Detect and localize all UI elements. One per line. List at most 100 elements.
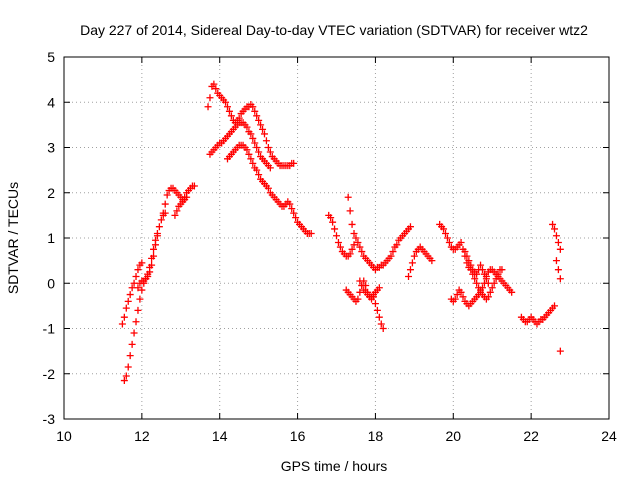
data-point <box>348 245 356 253</box>
data-point <box>128 284 136 292</box>
data-point <box>159 209 167 217</box>
chart-title: Day 227 of 2014, Sidereal Day-to-day VTE… <box>80 22 588 38</box>
data-point <box>190 182 198 190</box>
data-point <box>259 125 267 133</box>
data-point <box>212 85 220 93</box>
data-point <box>243 123 251 131</box>
data-point <box>494 270 502 278</box>
data-point <box>556 245 564 253</box>
series-arc-2 <box>118 259 146 328</box>
x-tick-label: 20 <box>445 428 461 444</box>
data-point <box>488 284 496 292</box>
data-point <box>264 184 272 192</box>
data-point <box>442 229 449 237</box>
series-arc-6 <box>204 80 298 170</box>
data-point <box>118 320 126 328</box>
x-tick-label: 16 <box>290 428 306 444</box>
data-point <box>379 325 387 332</box>
data-point <box>124 297 132 305</box>
data-point <box>286 200 294 208</box>
series-arc-10 <box>344 193 414 274</box>
data-point <box>457 239 465 247</box>
data-point <box>204 103 212 111</box>
data-point <box>352 234 360 242</box>
data-point <box>463 252 471 260</box>
data-point <box>358 282 366 290</box>
data-point <box>375 313 383 321</box>
data-point <box>243 146 251 154</box>
data-point <box>290 159 298 167</box>
data-point <box>406 223 414 231</box>
x-tick-label: 14 <box>212 428 228 444</box>
x-tick-label: 22 <box>523 428 539 444</box>
data-point <box>490 279 498 287</box>
y-tick-labels: -3 -2 -1 0 1 2 3 4 5 <box>43 49 56 427</box>
data-point <box>249 103 257 111</box>
series-arc-18 <box>549 220 564 253</box>
data-point <box>443 234 451 242</box>
data-point <box>371 300 379 308</box>
data-point <box>552 257 560 265</box>
data-point <box>128 340 136 348</box>
data-point <box>354 295 362 303</box>
data-point <box>554 266 562 274</box>
data-point <box>262 137 270 145</box>
data-point <box>255 116 263 124</box>
data-point <box>148 254 156 262</box>
data-point <box>142 275 150 283</box>
data-point <box>556 275 564 283</box>
data-point <box>122 304 130 312</box>
series-arc-7 <box>206 119 274 172</box>
data-point <box>551 302 558 310</box>
data-point <box>249 134 257 142</box>
data-point <box>387 252 395 260</box>
series-arc-3 <box>134 229 161 292</box>
data-point <box>346 250 354 258</box>
data-point <box>222 98 230 106</box>
data-point <box>350 241 358 249</box>
series-arc-5 <box>171 193 191 219</box>
data-point <box>153 229 161 237</box>
data-point <box>467 261 475 269</box>
data-point <box>130 279 138 287</box>
data-point <box>406 266 414 274</box>
data-point <box>492 275 500 283</box>
data-point <box>183 193 191 201</box>
data-point <box>124 363 132 371</box>
data-point <box>410 252 418 260</box>
data-point <box>482 275 490 283</box>
data-point <box>473 279 481 287</box>
data-point <box>329 218 337 226</box>
data-point <box>247 155 255 163</box>
data-point <box>225 107 233 115</box>
series-arc-15 <box>447 266 506 310</box>
series-arc-13 <box>405 243 436 280</box>
series-arc-17 <box>517 302 558 328</box>
data-point <box>122 372 130 380</box>
y-tick-label: 1 <box>47 230 55 246</box>
data-point <box>288 205 296 213</box>
data-point <box>132 272 140 280</box>
data-point <box>377 320 385 328</box>
data-point <box>266 148 274 156</box>
series-arc-12 <box>356 277 383 301</box>
data-point <box>307 229 315 237</box>
data-point <box>251 139 259 147</box>
data-point <box>549 220 557 228</box>
data-point <box>173 207 181 215</box>
data-point <box>245 150 253 158</box>
x-tick-label: 18 <box>368 428 384 444</box>
data-point <box>465 257 473 265</box>
data-point <box>471 275 479 283</box>
data-point <box>551 225 558 233</box>
data-point <box>346 207 354 215</box>
data-point <box>134 284 142 292</box>
data-point <box>257 121 265 129</box>
series-arc-11 <box>342 277 387 332</box>
data-point <box>356 277 364 285</box>
data-point <box>354 239 362 247</box>
y-tick-label: 4 <box>47 94 55 110</box>
data-point <box>445 239 453 247</box>
data-point <box>151 236 159 244</box>
data-point <box>126 352 134 360</box>
